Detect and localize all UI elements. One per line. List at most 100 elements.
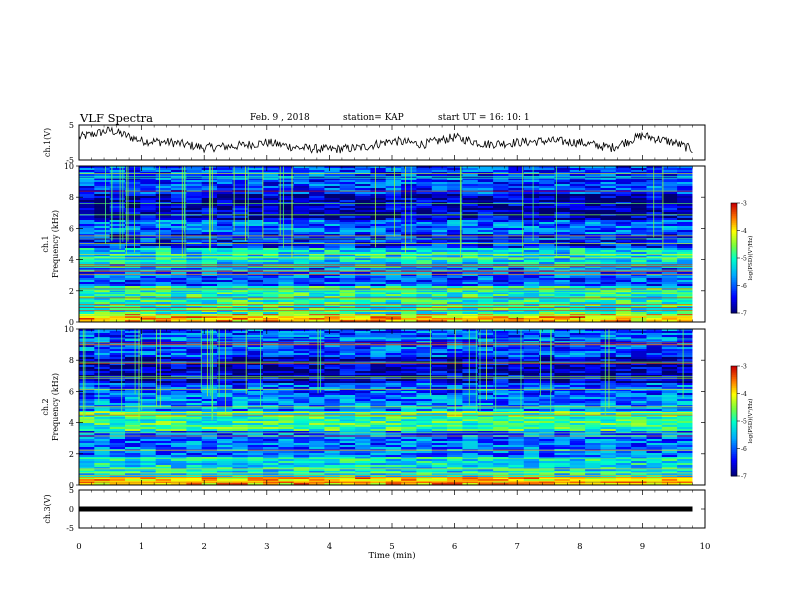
ch1-spectrogram-cell — [186, 286, 203, 289]
ch1-spectrogram-cell — [646, 218, 663, 221]
ch2-spectrogram-cell — [186, 339, 203, 342]
ch2-spectrogram-cell — [385, 331, 402, 334]
ch1-spectrogram-cell — [355, 194, 371, 197]
ch2-spectrogram-cell — [109, 395, 126, 398]
ch1-spectrogram-cell — [661, 256, 678, 259]
ch1-spectrogram-cell — [539, 280, 555, 283]
ch1-spectrogram-cell — [585, 244, 601, 247]
ch1-spectrogram-cell — [339, 260, 356, 263]
ch2-spectrogram-cell — [585, 399, 601, 402]
ch2-spectrogram-cell — [94, 401, 111, 404]
ch1-spectrogram-cell — [94, 224, 111, 227]
ch2-spectrogram-cell — [431, 379, 448, 382]
ch1-spectrogram-cell — [232, 284, 249, 287]
ch1-spectrogram-cell — [523, 240, 540, 243]
ch1-spectrogram-cell — [508, 218, 525, 221]
ch2-spectrogram-cell — [247, 359, 264, 362]
ch1-spectrogram-cell — [539, 192, 555, 195]
ch2-spectrogram-cell — [186, 381, 203, 384]
ch1-spectrogram-cell — [232, 264, 249, 267]
ch1-spectrogram-cell — [631, 200, 647, 203]
ch2-spectrogram-cell — [79, 369, 95, 372]
ch1-spectrogram-cell — [263, 310, 279, 313]
ch1-spectrogram-cell — [477, 220, 494, 223]
ch1-spectrogram-cell — [109, 166, 126, 169]
ch2-spectrogram-cell — [140, 379, 157, 382]
ch2-spectrogram-cell — [539, 357, 555, 360]
ch2-spectrogram-cell — [416, 401, 433, 404]
ch1-spectrogram-cell — [431, 218, 448, 221]
ch1-spectrogram-cell — [416, 266, 433, 269]
ch1-spectrogram-cell — [247, 278, 264, 281]
ch2-spectrogram-cell — [600, 383, 617, 386]
ch1-spectrogram-cell — [385, 232, 402, 235]
ch1-spectrogram-cell — [554, 280, 571, 283]
ch1-spectrogram-cell — [631, 208, 647, 211]
ch1-spectrogram-cell — [416, 222, 433, 225]
ch1-spectrogram-cell — [569, 196, 586, 199]
ch2-spectrogram-cell — [278, 341, 295, 344]
ch2-spectrogram-cell — [600, 359, 617, 362]
ch1-spectrogram-cell — [447, 298, 463, 301]
ch1-spectrogram-cell — [171, 216, 187, 219]
ch1-spectrogram-cell — [677, 236, 693, 239]
ch1-spectrogram-cell — [431, 208, 448, 211]
ch1-spectrogram-cell — [186, 254, 203, 257]
ch1-spectrogram-cell — [677, 280, 693, 283]
ch1-spectrogram-cell — [600, 228, 617, 231]
ch2-spectrogram-cell — [646, 337, 663, 340]
ch1-spectrogram-cell — [615, 196, 632, 199]
ch2-spectrogram-cell — [508, 379, 525, 382]
ch2-spectrogram-cell — [339, 341, 356, 344]
ch2-spectrogram-cell — [140, 341, 157, 344]
ch2-spectrogram-cell — [232, 381, 249, 384]
ch2-spectrogram-cell — [232, 359, 249, 362]
ch1-spectrogram-cell — [171, 240, 187, 243]
ch1-spectrogram-cell — [155, 184, 172, 187]
ch2-spectrogram-cell — [324, 359, 341, 362]
ch1-spectrogram-cell — [201, 302, 218, 305]
ch1-spectrogram-cell — [263, 246, 279, 249]
ch2-spectrogram-cell — [201, 387, 218, 390]
ch1-spectrogram-cell — [247, 242, 264, 245]
ch1-spectrogram-cell — [677, 168, 693, 171]
ch2-spectrogram-cell — [462, 337, 479, 340]
ch2-spectrogram-cell — [94, 341, 111, 344]
ch2-spectrogram-cell — [385, 399, 402, 402]
ch1-spectrogram-cell — [232, 198, 249, 201]
ch1-spectrogram-cell — [140, 196, 157, 199]
ch2-spectrogram-cell — [431, 329, 448, 332]
ch1-spectrogram-cell — [186, 234, 203, 237]
ch1-spectrogram-cell — [385, 282, 402, 285]
ch1-spectrogram-cell — [600, 232, 617, 235]
ch1-spectrogram-cell — [232, 244, 249, 247]
ch1-spectrogram-cell — [201, 278, 218, 281]
ch1-spectrogram-cell — [508, 274, 525, 277]
ch1-spectrogram-cell — [355, 222, 371, 225]
ch1-spectrogram-cell — [523, 198, 540, 201]
ch2-spectrogram-cell — [462, 351, 479, 354]
ch2-spectrogram-cell — [339, 379, 356, 382]
ch2-spectrogram-cell — [94, 353, 111, 356]
ch1-spectrogram-cell — [324, 290, 341, 293]
ch1-spectrogram-cell — [125, 286, 141, 289]
ch2-spectrogram-cell — [263, 397, 279, 400]
ch2-spectrogram-cell — [309, 357, 325, 360]
ch2-spectrogram-cell — [677, 345, 693, 348]
ch1-spectrogram-cell — [493, 262, 509, 265]
ch1-spectrogram-cell — [661, 246, 678, 249]
ch1-spectrogram-cell — [508, 316, 525, 319]
ch2-spectrogram-cell — [309, 341, 325, 344]
ch1-spectrogram-cell — [293, 308, 310, 311]
ch1-spectrogram-cell — [217, 198, 233, 201]
ch1-spectrogram-cell — [324, 258, 341, 261]
ch1-spectrogram-cell — [309, 220, 325, 223]
ch1-spectrogram-cell — [646, 250, 663, 253]
ch1-spectrogram-cell — [186, 240, 203, 243]
ch2-spectrogram-cell — [171, 347, 187, 350]
ch1-spectrogram-cell — [293, 304, 310, 307]
ch2-spectrogram-cell — [79, 401, 95, 404]
ch2-spectrogram-cell — [125, 397, 141, 400]
ch1-spectrogram-cell — [94, 196, 111, 199]
ch1-spectrogram-cell — [309, 180, 325, 183]
